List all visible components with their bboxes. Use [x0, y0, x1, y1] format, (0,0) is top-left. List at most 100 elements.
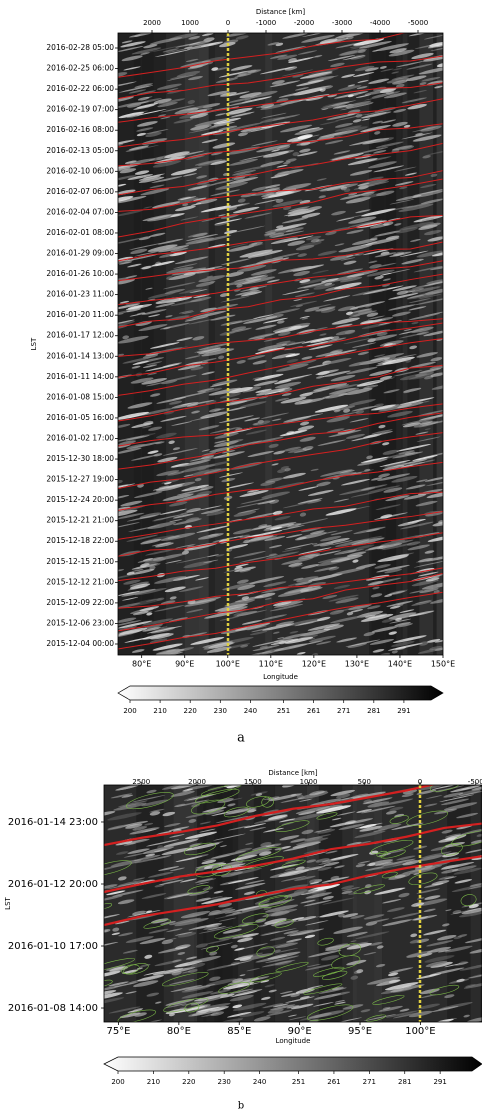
cloud-streak — [166, 928, 183, 933]
cloud-streak — [162, 48, 179, 53]
cloud-streak — [129, 583, 151, 589]
cloud-streak — [385, 495, 410, 502]
cloud-streak — [396, 290, 409, 295]
cold-cloud-contour — [338, 943, 362, 957]
cloud-streak — [209, 976, 221, 982]
cloud-streak — [343, 100, 372, 108]
cloud-streak — [298, 798, 313, 802]
cloud-streak — [299, 585, 321, 592]
cloud-streak — [226, 91, 250, 97]
cloud-streak — [290, 993, 300, 998]
cloud-streak — [151, 176, 183, 183]
cloud-streak — [236, 579, 249, 584]
cold-cloud-contour — [235, 846, 282, 862]
cloud-streak — [454, 879, 473, 884]
cloud-streak — [128, 975, 162, 984]
cloud-streak — [210, 160, 228, 166]
cloud-streak — [126, 514, 159, 522]
cloud-streak — [188, 318, 214, 325]
cloud-streak — [315, 375, 325, 379]
cold-cloud-contour — [218, 982, 250, 994]
cloud-streak — [119, 1012, 141, 1018]
cloud-streak — [348, 216, 377, 224]
cloud-streak — [285, 341, 306, 346]
x-tick-label: 120°E — [302, 660, 326, 669]
cloud-streak — [355, 931, 390, 940]
cloud-streak — [305, 892, 332, 899]
colorbar-tick-label: 281 — [398, 1078, 411, 1086]
cloud-streak — [107, 824, 130, 830]
cloud-streak — [196, 490, 213, 496]
y-tick-label: 2016-01-11 14:00 — [46, 372, 114, 381]
image-band — [133, 33, 154, 655]
cloud-streak — [273, 643, 308, 652]
cloud-streak — [253, 420, 271, 426]
y-tick-label: 2016-02-19 07:00 — [46, 105, 114, 114]
cloud-streak — [170, 168, 198, 176]
cloud-streak — [325, 850, 338, 854]
cloud-streak — [147, 372, 157, 376]
cloud-streak — [287, 580, 312, 587]
cloud-streak — [277, 145, 291, 150]
cloud-streak — [267, 814, 288, 820]
cloud-streak — [127, 910, 161, 918]
x-tick-label: 80°E — [132, 660, 151, 669]
cloud-streak — [416, 352, 438, 358]
cloud-streak — [411, 321, 419, 325]
cloud-streak — [236, 610, 258, 617]
cloud-streak — [254, 199, 280, 205]
cloud-streak — [231, 326, 247, 331]
cloud-streak — [345, 311, 354, 315]
cloud-streak — [333, 584, 351, 590]
cloud-streak — [363, 914, 385, 920]
cloud-streak — [346, 959, 367, 966]
cloud-streak — [378, 424, 386, 429]
cloud-streak — [118, 196, 134, 203]
cloud-streak — [465, 849, 482, 854]
cloud-streak — [201, 897, 233, 905]
cloud-streak — [396, 83, 405, 88]
cloud-streak — [367, 577, 402, 586]
cloud-streak — [298, 810, 316, 816]
cloud-streak — [228, 122, 263, 131]
cloud-streak — [458, 789, 481, 796]
cloud-streak — [218, 70, 250, 78]
cloud-streak — [351, 405, 377, 412]
cloud-streak — [372, 49, 379, 52]
cloud-streak — [423, 803, 438, 807]
cloud-streak — [327, 100, 357, 107]
cloud-streak — [178, 310, 194, 314]
cloud-streak — [394, 181, 414, 186]
cold-cloud-contour — [366, 1014, 387, 1022]
cloud-streak — [397, 623, 413, 628]
cloud-streak — [353, 544, 375, 550]
cloud-streak — [337, 85, 362, 91]
cloud-streak — [405, 75, 427, 82]
cloud-streak — [218, 902, 233, 908]
cloud-streak — [139, 606, 160, 612]
cloud-streak — [164, 822, 181, 828]
cold-cloud-contour — [331, 955, 361, 970]
cloud-streak — [148, 426, 163, 431]
cloud-streak — [257, 500, 276, 505]
cloud-streak — [398, 450, 415, 455]
cloud-streak — [118, 189, 136, 196]
cloud-streak — [275, 621, 295, 626]
cloud-streak — [192, 336, 205, 341]
cloud-streak — [160, 116, 171, 120]
cloud-streak — [119, 168, 137, 174]
y-tick-label: 2016-01-29 09:00 — [46, 249, 114, 258]
cloud-streak — [118, 111, 144, 119]
cloud-streak — [391, 641, 415, 647]
cloud-streak — [165, 559, 182, 564]
cloud-streak — [399, 397, 435, 405]
cloud-streak — [401, 258, 424, 265]
cloud-streak — [252, 314, 275, 319]
y-tick-label: 2016-01-05 16:00 — [46, 413, 114, 422]
cloud-streak — [186, 599, 207, 605]
cloud-streak — [385, 235, 400, 240]
cloud-streak — [201, 371, 215, 375]
cloud-streak — [412, 188, 443, 196]
cloud-streak — [331, 101, 350, 107]
cloud-streak — [317, 135, 335, 141]
